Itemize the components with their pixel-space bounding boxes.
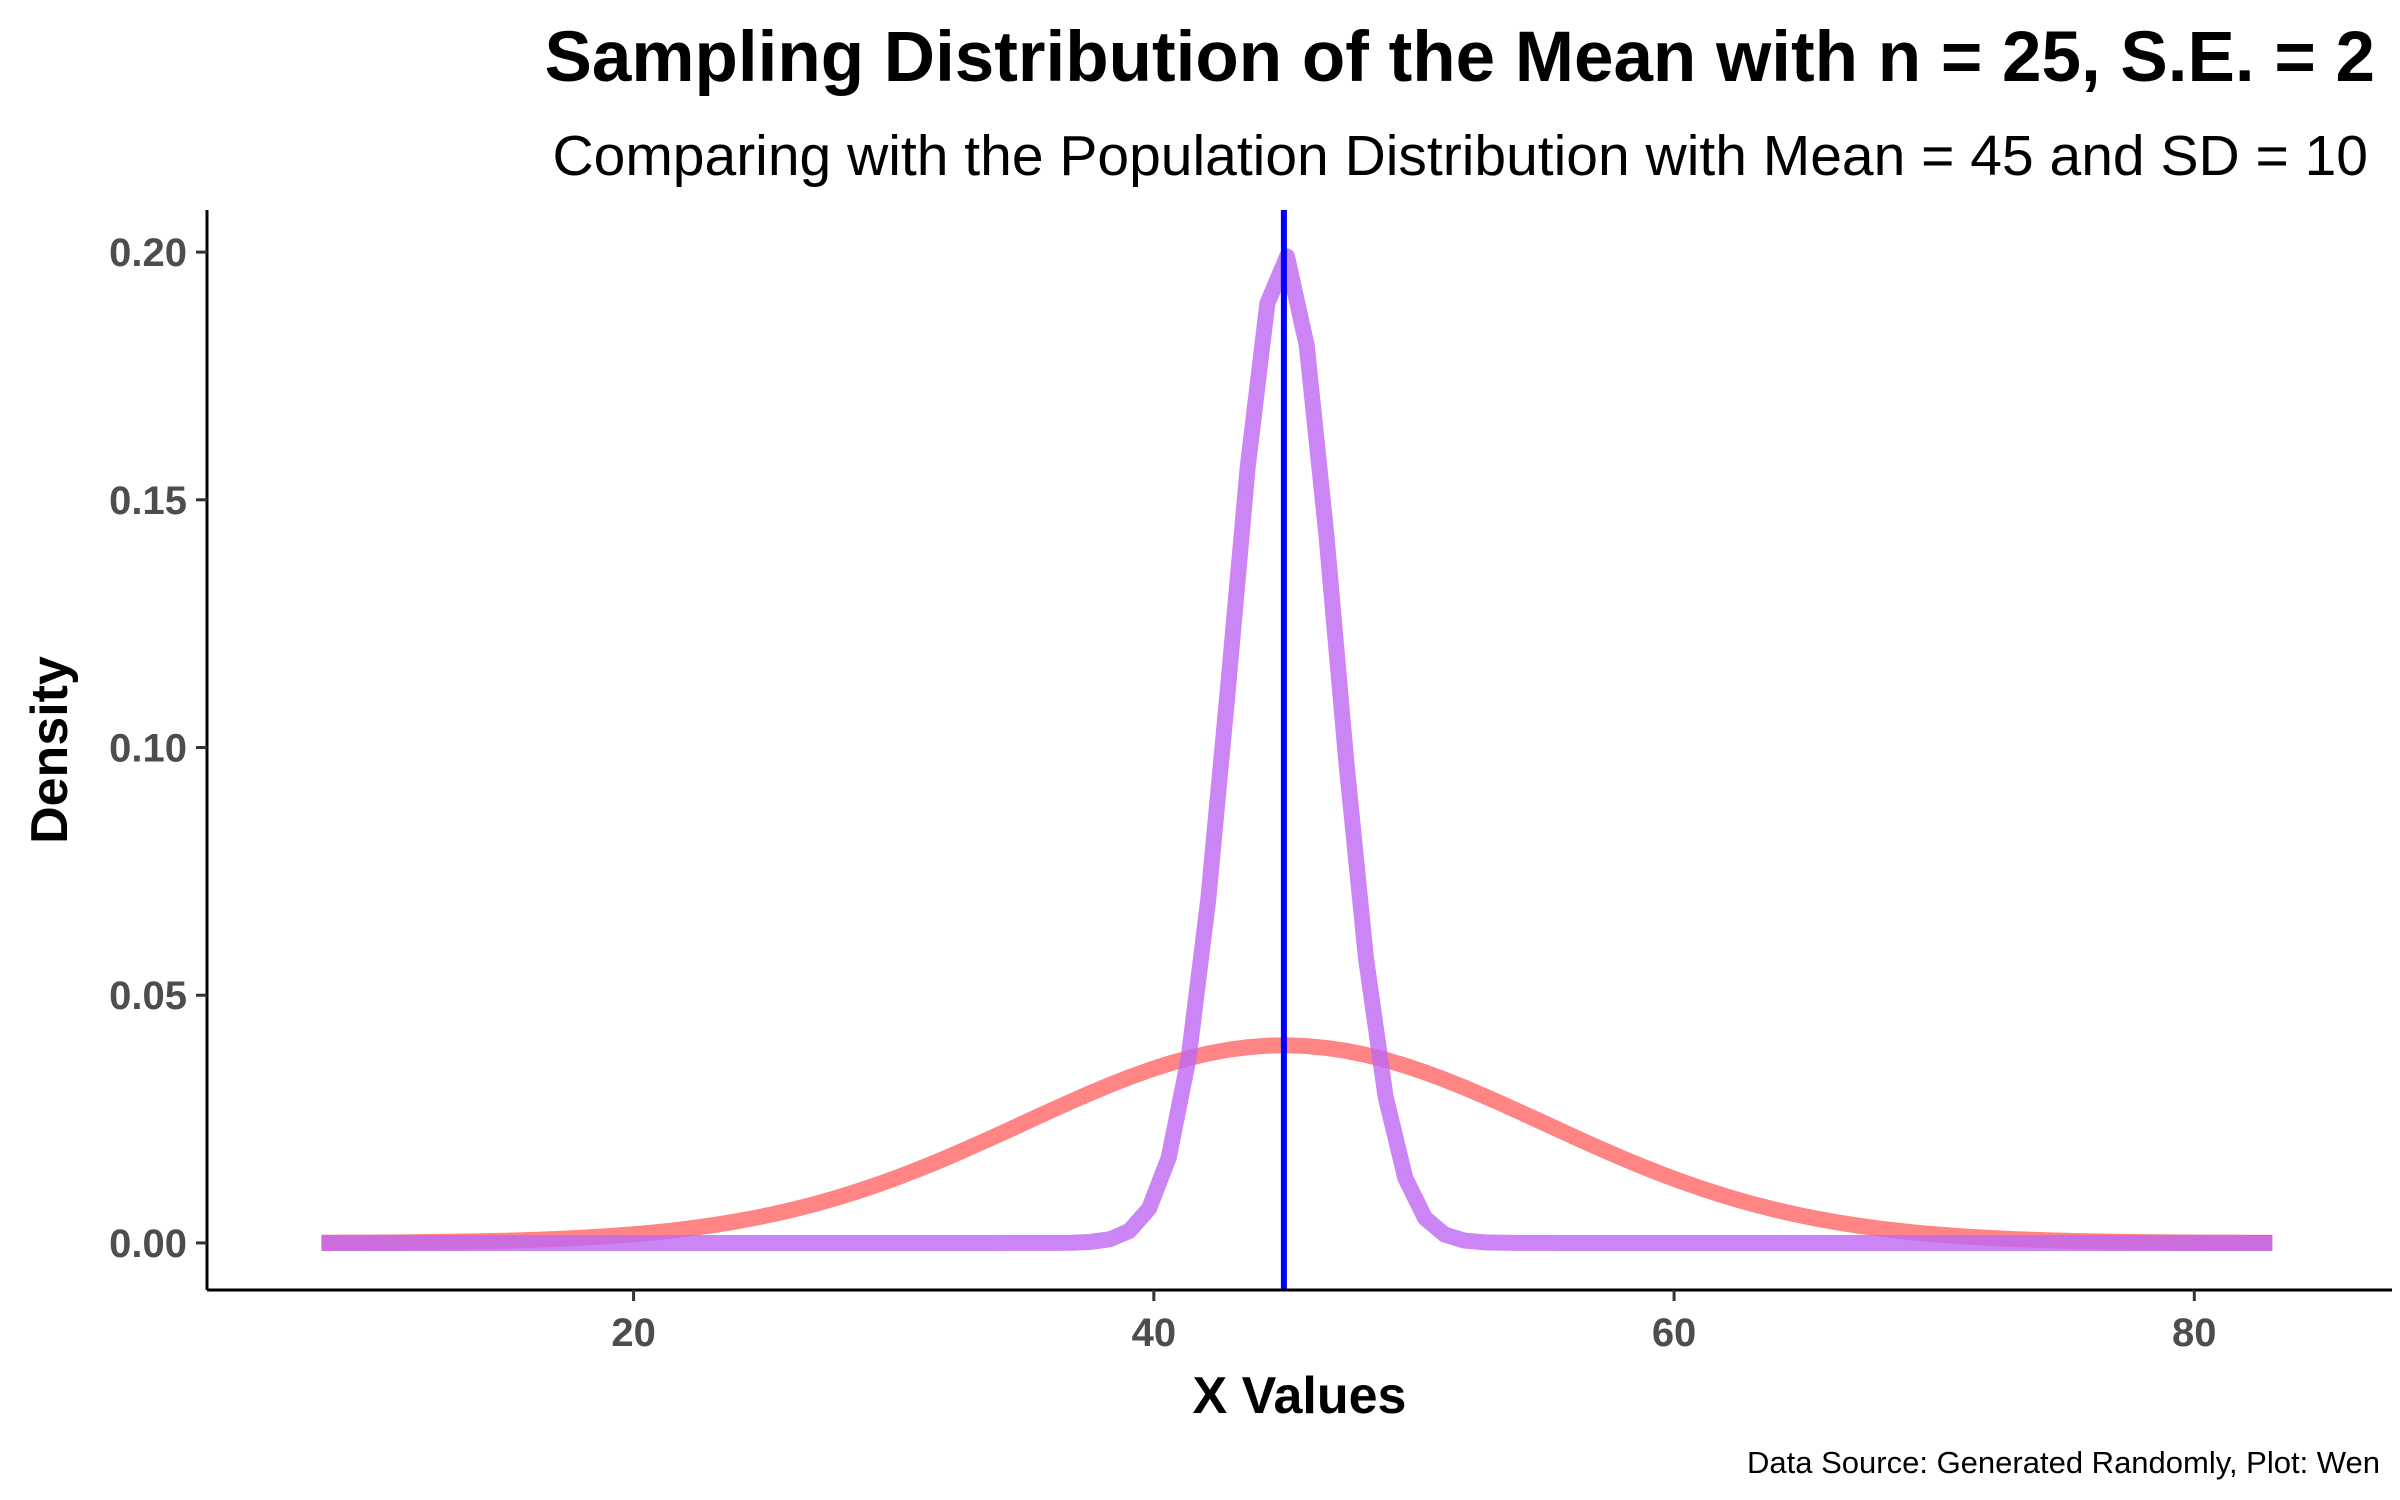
x-tick-label: 80 [2172,1311,2217,1355]
y-axis-title: Density [21,656,79,844]
curves-layer [321,248,2273,1251]
y-tick-label: 0.00 [109,1222,187,1266]
chart-subtitle: Comparing with the Population Distributi… [552,124,2368,188]
y-tick-label: 0.15 [109,479,187,523]
chart-caption: Data Source: Generated Randomly, Plot: W… [1747,1445,2380,1480]
x-tick-label: 40 [1132,1311,1177,1355]
y-axis-ticks: 0.00 0.05 0.10 0.15 0.20 [109,231,207,1266]
chart-title: Sampling Distribution of the Mean with n… [545,18,2375,97]
density-curve-2 [321,248,2273,1251]
plot-panel [321,210,2273,1290]
y-tick-label: 0.05 [109,974,187,1018]
x-tick-label: 20 [611,1311,656,1355]
y-tick-label: 0.10 [109,727,187,771]
x-axis-title: X Values [1193,1367,1407,1425]
y-tick-label: 0.20 [109,231,187,275]
x-tick-label: 60 [1652,1311,1697,1355]
x-axis-ticks: 20 40 60 80 [611,1290,2217,1355]
density-curve-1 [321,1037,2273,1251]
